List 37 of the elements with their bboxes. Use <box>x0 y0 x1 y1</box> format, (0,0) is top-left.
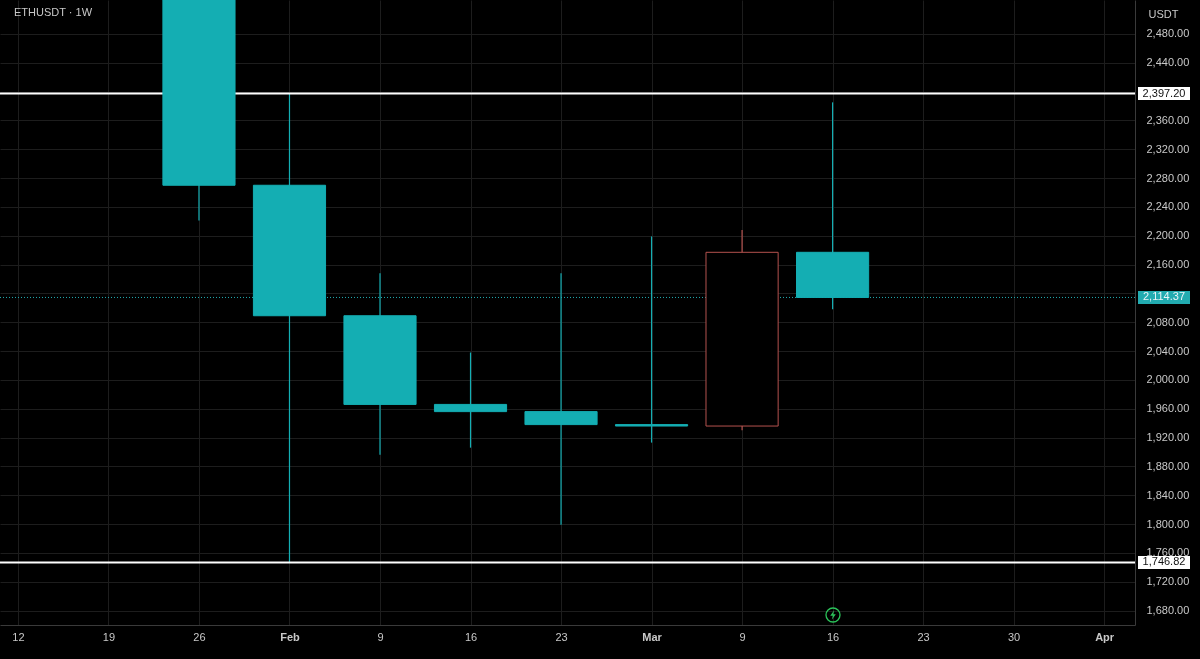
y-tick-label: 1,840.00 <box>1146 488 1190 501</box>
ref-line-label: 1,746.82 <box>1142 555 1186 568</box>
candlestick <box>433 351 508 449</box>
y-tick-label: 2,480.00 <box>1146 27 1190 40</box>
x-tick-label: 26 <box>193 630 206 643</box>
x-tick-label: 23 <box>917 630 930 643</box>
x-tick-label: 23 <box>555 630 568 643</box>
x-tick-label: 19 <box>102 630 116 643</box>
text: ETHUSDT · 1W <box>14 6 93 18</box>
y-tick-label: 1,720.00 <box>1146 575 1190 588</box>
x-tick-label: 9 <box>739 630 746 643</box>
x-tick-label: 9 <box>377 630 384 643</box>
y-axis-title: USDT <box>1148 7 1179 20</box>
y-tick-label: 1,680.00 <box>1146 604 1190 617</box>
y-tick-label: 1,920.00 <box>1146 431 1190 444</box>
y-tick-label: 2,320.00 <box>1146 142 1190 155</box>
y-tick-label: 1,960.00 <box>1146 402 1190 415</box>
x-tick-label: 30 <box>1008 630 1021 643</box>
x-tick-label: Apr <box>1095 630 1115 643</box>
ref-line-label: 2,397.20 <box>1142 86 1186 99</box>
x-tick-label: Feb <box>280 630 301 643</box>
y-tick-label: 2,240.00 <box>1146 200 1190 213</box>
y-tick-label: 1,880.00 <box>1146 459 1190 472</box>
x-tick-label: 12 <box>12 630 25 643</box>
y-tick-label: 2,080.00 <box>1146 315 1190 328</box>
y-tick-label: 2,360.00 <box>1146 113 1190 126</box>
y-tick-label: 2,200.00 <box>1146 229 1190 242</box>
ref-line-label: 2,114.37 <box>1142 290 1186 303</box>
x-tick-label: 16 <box>464 630 478 643</box>
y-tick-label: 2,160.00 <box>1146 258 1190 271</box>
y-tick-label: 2,440.00 <box>1146 56 1190 69</box>
y-tick-label: 2,000.00 <box>1146 373 1190 386</box>
y-tick-label: 1,800.00 <box>1146 517 1190 530</box>
x-tick-label: Mar <box>642 630 663 643</box>
y-tick-label: 2,040.00 <box>1146 344 1190 357</box>
x-tick-label: 16 <box>826 630 840 643</box>
y-tick-label: 2,280.00 <box>1146 171 1190 184</box>
